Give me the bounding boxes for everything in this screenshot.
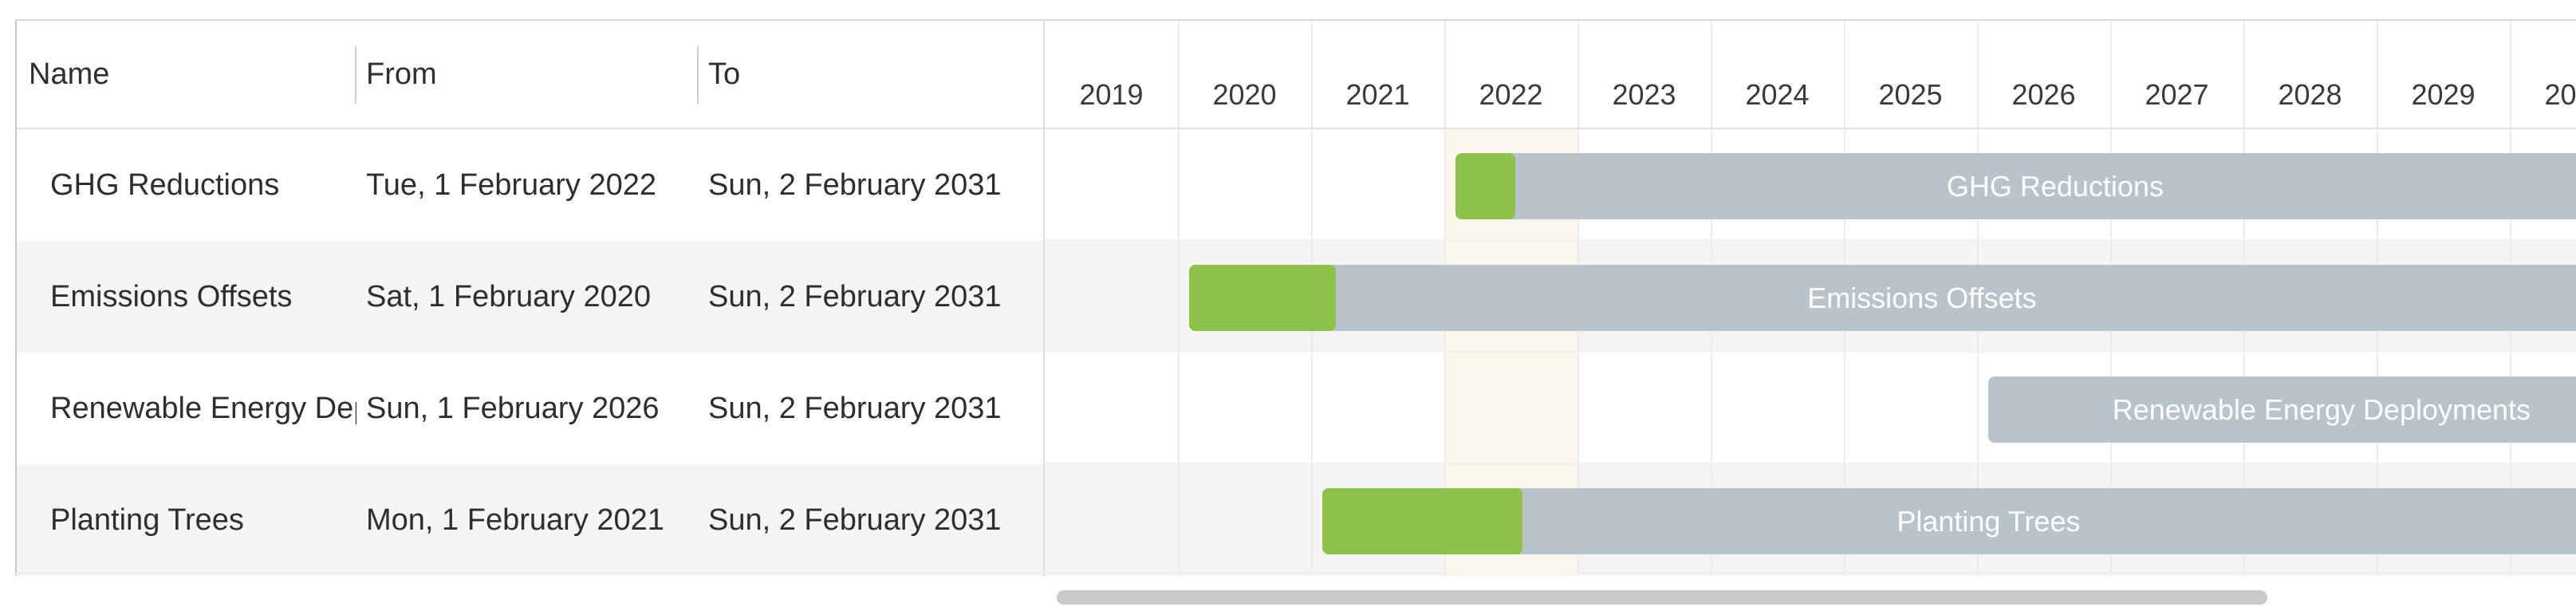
gantt-bar[interactable]: Emissions Offsets — [1189, 265, 2576, 331]
task-table: Name From To GHG Reductions Tue, 1 Febru… — [15, 21, 1045, 576]
header-column-divider — [355, 46, 356, 104]
year-label: 2021 — [1345, 78, 1410, 111]
table-header-row: Name From To — [17, 21, 1043, 129]
gantt-bar-progress — [1322, 488, 1522, 554]
task-from-cell: Tue, 1 February 2022 — [366, 168, 657, 202]
task-from-cell: Mon, 1 February 2021 — [366, 503, 664, 537]
timeline: 2019 2020 2021 2022 2023 2024 2025 2026 2027 2028… — [1045, 21, 2576, 576]
year-label: 2030 — [2544, 78, 2576, 111]
year-gridline — [1178, 21, 1180, 576]
column-header-from: From — [366, 57, 437, 91]
table-row[interactable]: GHG Reductions Tue, 1 February 2022 Sun,… — [17, 129, 1043, 241]
year-label: 2025 — [1878, 78, 1943, 111]
task-to-cell: Sun, 2 February 2031 — [708, 168, 1002, 202]
task-name-cell: GHG Reductions — [50, 168, 280, 202]
task-to-cell: Sun, 2 February 2031 — [708, 279, 1002, 313]
task-name-cell: Emissions Offsets — [50, 279, 293, 313]
column-header-name: Name — [29, 57, 110, 91]
widget-bottom-border — [15, 573, 2576, 574]
gantt-bar[interactable]: GHG Reductions — [1455, 153, 2576, 219]
gantt-bar-label: Planting Trees — [1897, 505, 2081, 538]
year-label: 2024 — [1745, 78, 1810, 111]
table-row[interactable]: Renewable Energy Deployments Sun, 1 Febr… — [17, 353, 1043, 464]
year-label: 2029 — [2411, 78, 2476, 111]
gantt-bar[interactable]: Planting Trees — [1322, 488, 2576, 554]
year-label: 2027 — [2145, 78, 2209, 111]
gantt-bar-progress — [1455, 153, 1516, 219]
gantt-bar-label: Emissions Offsets — [1807, 282, 2037, 314]
year-label: 2028 — [2278, 78, 2342, 111]
year-label: 2023 — [1612, 78, 1676, 111]
gantt-bar-progress — [1189, 265, 1336, 331]
header-column-divider — [697, 46, 699, 104]
gantt-bar[interactable]: Renewable Energy Deployments — [1988, 376, 2576, 443]
scrollbar-thumb[interactable] — [1057, 590, 2267, 605]
year-label: 2022 — [1479, 78, 1543, 111]
task-from-cell: Sat, 1 February 2020 — [366, 279, 651, 313]
table-body: GHG Reductions Tue, 1 February 2022 Sun,… — [17, 129, 1043, 576]
year-label: 2019 — [1079, 78, 1144, 111]
timeline-header-border — [1045, 128, 2576, 129]
gantt-bar-label: GHG Reductions — [1946, 170, 2164, 203]
table-row[interactable]: Planting Trees Mon, 1 February 2021 Sun,… — [17, 464, 1043, 576]
gantt-bar-label: Renewable Energy Deployments — [2112, 393, 2531, 426]
table-row[interactable]: Emissions Offsets Sat, 1 February 2020 S… — [17, 241, 1043, 353]
task-from-cell: Sun, 1 February 2026 — [366, 391, 660, 425]
task-name-cell: Planting Trees — [50, 503, 244, 537]
timeline-row-separator — [1045, 463, 2576, 464]
horizontal-scrollbar[interactable] — [1045, 589, 2576, 606]
year-label: 2020 — [1212, 78, 1277, 111]
task-to-cell: Sun, 2 February 2031 — [708, 503, 1002, 537]
timeline-row-separator — [1045, 351, 2576, 353]
task-name-cell: Renewable Energy Deployments — [50, 391, 356, 425]
task-to-cell: Sun, 2 February 2031 — [708, 391, 1002, 425]
gantt-widget: Name From To GHG Reductions Tue, 1 Febru… — [15, 19, 2576, 576]
year-label: 2026 — [2011, 78, 2076, 111]
column-header-to: To — [708, 57, 741, 91]
timeline-row-separator — [1045, 239, 2576, 241]
